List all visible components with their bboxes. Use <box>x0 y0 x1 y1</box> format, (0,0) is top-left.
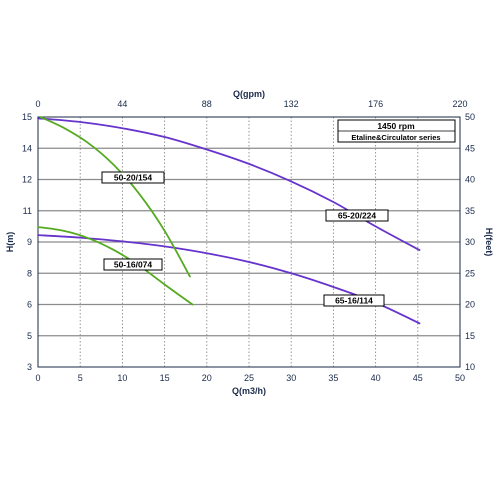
curve-label-box <box>325 209 389 222</box>
top-tick-label: 176 <box>368 99 383 109</box>
curve-label: 50-16/074 <box>114 260 153 270</box>
top-tick-label: 88 <box>202 99 212 109</box>
top-tick-label: 220 <box>452 99 467 109</box>
left-tick-label: 15 <box>22 112 32 122</box>
left-tick-label: 3 <box>27 362 32 372</box>
bottom-tick-label: 30 <box>286 373 296 383</box>
bottom-tick-label: 15 <box>160 373 170 383</box>
bottom-tick-label: 25 <box>244 373 254 383</box>
right-tick-label: 20 <box>465 300 475 310</box>
right-tick-label: 40 <box>465 175 475 185</box>
right-tick-label: 45 <box>465 143 475 153</box>
curve-label: 65-20/224 <box>338 211 377 221</box>
info-box-series: Etaline&Circulator series <box>351 133 440 142</box>
left-tick-label: 6 <box>27 300 32 310</box>
bottom-tick-label: 45 <box>413 373 423 383</box>
bottom-tick-label: 5 <box>78 373 83 383</box>
curve-65-16/114 <box>37 234 421 325</box>
bottom-tick-label: 0 <box>35 373 40 383</box>
left-tick-label: 5 <box>27 331 32 341</box>
top-tick-label: 132 <box>284 99 299 109</box>
right-tick-label: 30 <box>465 237 475 247</box>
left-tick-label: 12 <box>22 175 32 185</box>
top-tick-label: 44 <box>117 99 127 109</box>
right-tick-label: 10 <box>465 362 475 372</box>
left-axis-title: H(m) <box>5 232 15 253</box>
bottom-axis-title: Q(m3/h) <box>232 386 266 396</box>
curve-50-16/074 <box>37 226 194 306</box>
plot-frame <box>37 116 461 368</box>
left-tick-label: 9 <box>27 237 32 247</box>
left-tick-label: 8 <box>27 268 32 278</box>
right-tick-label: 25 <box>465 268 475 278</box>
bottom-tick-label: 20 <box>202 373 212 383</box>
right-tick-label: 50 <box>465 112 475 122</box>
curve-label-box <box>103 258 163 271</box>
info-box-speed: 1450 rpm <box>377 121 415 131</box>
curve-label-box <box>323 294 385 307</box>
bottom-tick-label: 40 <box>371 373 381 383</box>
left-tick-label: 14 <box>22 143 32 153</box>
curve-labels: 65-20/224 65-16/114 50-20/154 50-16/074 <box>101 171 389 307</box>
top-axis-title: Q(gpm) <box>233 89 265 99</box>
top-tick-label: 0 <box>35 99 40 109</box>
bottom-tick-label: 35 <box>328 373 338 383</box>
right-tick-label: 15 <box>465 331 475 341</box>
right-axis-title: H(feet) <box>484 228 494 257</box>
curve-label: 50-20/154 <box>114 173 153 183</box>
left-tick-label: 11 <box>23 206 32 216</box>
bottom-tick-label: 10 <box>117 373 127 383</box>
curve-label-box <box>101 171 165 184</box>
curve-50-20/154 <box>39 116 191 278</box>
curve-label: 65-16/114 <box>335 296 373 306</box>
bottom-tick-label: 50 <box>455 373 465 383</box>
info-box: 1450 rpm Etaline&Circulator series <box>337 119 456 143</box>
right-tick-label: 35 <box>465 206 475 216</box>
